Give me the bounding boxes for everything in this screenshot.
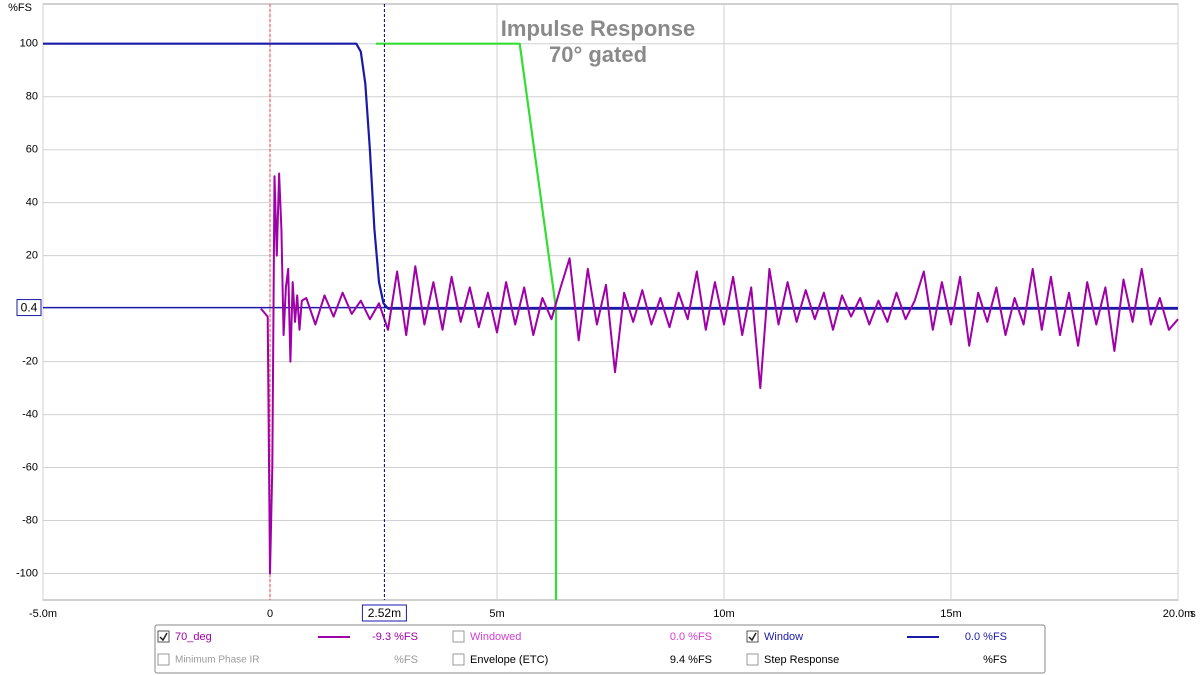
legend-label: Envelope (ETC) [470, 654, 548, 666]
legend-checkbox[interactable] [746, 653, 759, 666]
y-tick-label: -80 [22, 514, 38, 526]
x-cursor-label: 2.52m [368, 606, 401, 620]
plot-area [42, 3, 1179, 601]
legend-readout: 9.4 %FS [670, 654, 712, 666]
y-tick-label: 20 [26, 250, 38, 262]
y-tick-label: -100 [16, 567, 38, 579]
legend-checkmark [748, 632, 757, 642]
legend-checkbox[interactable] [746, 630, 759, 643]
legend-readout: 0.0 %FS [965, 631, 1007, 643]
y-tick-label: 60 [26, 144, 38, 156]
y-tick-label: -60 [22, 461, 38, 473]
y-tick-label: 80 [26, 91, 38, 103]
series-line [260, 172, 1179, 575]
legend-label: Step Response [764, 654, 839, 666]
chart-subtitle: 70° gated [549, 42, 647, 67]
legend-label: Window [764, 631, 803, 643]
y-tick-label: 40 [26, 197, 38, 209]
y-tick-label: 100 [20, 38, 38, 50]
legend-readout: -9.3 %FS [372, 631, 418, 643]
x-axis-label: s [1190, 608, 1196, 620]
series-line [43, 42, 1178, 310]
y-cursor-box [16, 299, 42, 317]
x-tick-label: 15m [940, 608, 961, 620]
y-axis-label: %FS [8, 2, 32, 14]
y-tick-label: -40 [22, 408, 38, 420]
x-tick-label: 0 [267, 608, 273, 620]
legend-label: Windowed [470, 631, 521, 643]
x-tick-label: 20.0m [1163, 608, 1194, 620]
legend-checkbox[interactable] [157, 653, 170, 666]
y-cursor-label: 0.4 [21, 301, 38, 315]
x-tick-label: -5.0m [29, 608, 57, 620]
legend-label: Minimum Phase IR [175, 655, 259, 666]
legend-box [154, 624, 1046, 674]
legend-readout: 0.0 %FS [670, 631, 712, 643]
chart-title: Impulse Response [501, 16, 695, 41]
legend-readout: %FS [983, 654, 1007, 666]
x-tick-label: 5m [489, 608, 504, 620]
x-cursor-box [361, 604, 407, 622]
legend-readout: %FS [394, 654, 418, 666]
legend-label: 70_deg [175, 631, 212, 643]
legend-checkmark [159, 632, 168, 642]
x-tick-label: 10m [713, 608, 734, 620]
legend-checkbox[interactable] [452, 653, 465, 666]
legend-checkbox[interactable] [157, 630, 170, 643]
y-tick-label: -20 [22, 356, 38, 368]
legend-checkbox[interactable] [452, 630, 465, 643]
series-line [375, 42, 558, 600]
